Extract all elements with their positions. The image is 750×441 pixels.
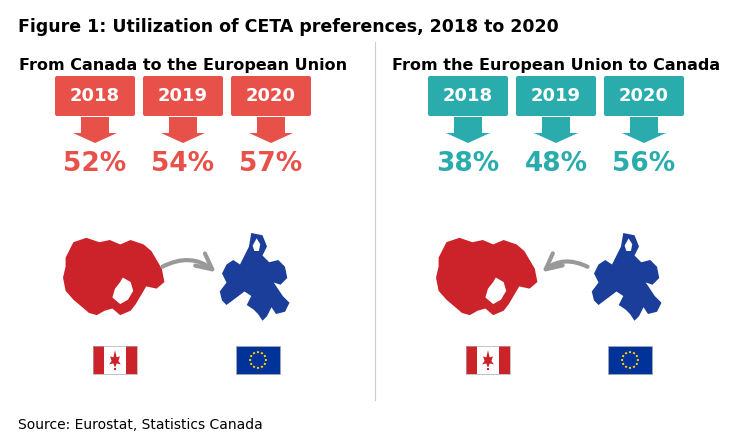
Polygon shape xyxy=(592,233,662,321)
Polygon shape xyxy=(250,355,253,358)
Polygon shape xyxy=(628,351,632,353)
Polygon shape xyxy=(436,238,538,315)
Text: Figure 1: Utilization of CETA preferences, 2018 to 2020: Figure 1: Utilization of CETA preference… xyxy=(18,18,559,36)
Bar xyxy=(93,346,137,374)
Polygon shape xyxy=(625,352,628,355)
FancyBboxPatch shape xyxy=(604,76,684,116)
Polygon shape xyxy=(265,359,268,362)
Polygon shape xyxy=(628,366,632,370)
Bar xyxy=(236,346,280,374)
Text: From Canada to the European Union: From Canada to the European Union xyxy=(19,58,347,73)
Bar xyxy=(466,346,477,374)
Polygon shape xyxy=(488,368,489,370)
Polygon shape xyxy=(534,117,578,143)
Text: 2020: 2020 xyxy=(246,87,296,105)
Polygon shape xyxy=(73,117,117,143)
Text: 2020: 2020 xyxy=(619,87,669,105)
Polygon shape xyxy=(250,363,253,366)
Polygon shape xyxy=(253,239,260,251)
Polygon shape xyxy=(253,365,256,368)
Polygon shape xyxy=(249,117,293,143)
Polygon shape xyxy=(256,366,259,370)
FancyBboxPatch shape xyxy=(428,76,508,116)
Text: 38%: 38% xyxy=(436,151,500,177)
Bar xyxy=(477,346,499,374)
Text: 2019: 2019 xyxy=(158,87,208,105)
Polygon shape xyxy=(110,350,121,368)
FancyBboxPatch shape xyxy=(55,76,135,116)
Text: 2018: 2018 xyxy=(443,87,493,105)
Polygon shape xyxy=(622,235,634,258)
Polygon shape xyxy=(263,363,266,366)
FancyBboxPatch shape xyxy=(516,76,596,116)
Polygon shape xyxy=(482,350,494,368)
FancyBboxPatch shape xyxy=(143,76,223,116)
Polygon shape xyxy=(114,368,116,370)
Text: 48%: 48% xyxy=(524,151,587,177)
Text: 57%: 57% xyxy=(239,151,302,177)
Polygon shape xyxy=(620,359,623,362)
Text: 56%: 56% xyxy=(612,151,676,177)
Text: 52%: 52% xyxy=(63,151,127,177)
Bar xyxy=(608,346,652,374)
Polygon shape xyxy=(220,233,290,321)
Polygon shape xyxy=(253,352,256,355)
Polygon shape xyxy=(632,352,635,355)
Text: Source: Eurostat, Statistics Canada: Source: Eurostat, Statistics Canada xyxy=(18,418,262,432)
Polygon shape xyxy=(637,359,640,362)
Bar xyxy=(499,346,510,374)
Polygon shape xyxy=(112,277,134,304)
Polygon shape xyxy=(622,355,625,358)
Text: 2019: 2019 xyxy=(531,87,581,105)
Text: 54%: 54% xyxy=(152,151,214,177)
Polygon shape xyxy=(632,365,635,368)
Polygon shape xyxy=(635,363,638,366)
Polygon shape xyxy=(161,117,205,143)
Polygon shape xyxy=(635,355,638,358)
Polygon shape xyxy=(625,239,632,251)
Polygon shape xyxy=(622,363,625,366)
Polygon shape xyxy=(63,238,164,315)
Polygon shape xyxy=(260,352,263,355)
FancyBboxPatch shape xyxy=(231,76,311,116)
Polygon shape xyxy=(260,365,263,368)
Polygon shape xyxy=(250,235,262,258)
Bar xyxy=(466,346,510,374)
Polygon shape xyxy=(446,117,490,143)
Text: From the European Union to Canada: From the European Union to Canada xyxy=(392,58,720,73)
Polygon shape xyxy=(263,355,266,358)
Polygon shape xyxy=(256,351,259,353)
Bar xyxy=(104,346,126,374)
Bar xyxy=(126,346,137,374)
Polygon shape xyxy=(485,277,506,304)
Polygon shape xyxy=(622,117,666,143)
Polygon shape xyxy=(625,365,628,368)
Polygon shape xyxy=(248,359,251,362)
Text: 2018: 2018 xyxy=(70,87,120,105)
Bar xyxy=(93,346,104,374)
